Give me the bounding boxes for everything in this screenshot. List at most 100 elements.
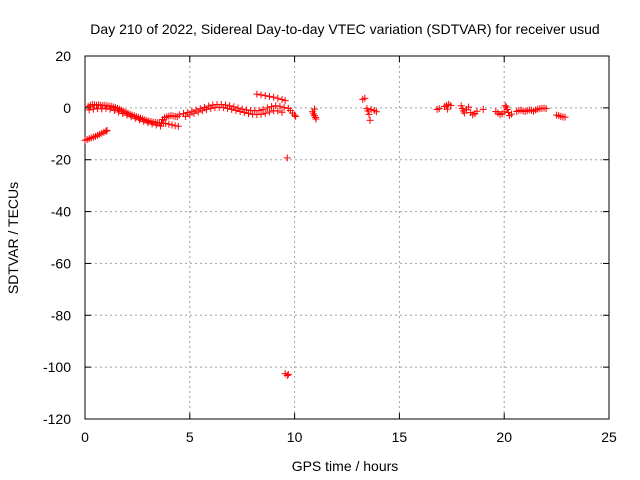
data-point bbox=[292, 112, 300, 120]
data-point bbox=[280, 104, 288, 112]
grid bbox=[85, 56, 609, 419]
y-tick-label: 20 bbox=[55, 48, 71, 64]
data-point bbox=[263, 104, 271, 112]
y-tick-label: -60 bbox=[51, 255, 71, 271]
axis-ticks: 0 5 10 15 20 25 20 0 -20 -40 -60 -80 -100 -120 bbox=[43, 48, 617, 445]
y-tick-label: -100 bbox=[43, 359, 71, 375]
data-point bbox=[283, 371, 291, 379]
data-point bbox=[175, 111, 183, 119]
data-point bbox=[119, 110, 127, 118]
data-point bbox=[261, 92, 269, 100]
data-point bbox=[85, 106, 93, 114]
x-tick-label: 0 bbox=[81, 429, 89, 445]
data-point bbox=[281, 97, 289, 105]
data-point bbox=[367, 105, 375, 113]
data-point bbox=[311, 105, 319, 113]
data-point bbox=[283, 154, 291, 162]
data-point bbox=[253, 90, 261, 98]
data-point bbox=[508, 110, 516, 118]
data-point bbox=[284, 370, 292, 378]
data-point bbox=[312, 115, 320, 123]
data-point bbox=[110, 106, 118, 114]
data-point bbox=[144, 119, 152, 127]
data-point bbox=[366, 116, 374, 124]
data-point bbox=[131, 114, 139, 122]
data-point bbox=[127, 113, 135, 121]
data-point bbox=[165, 120, 173, 128]
data-point bbox=[272, 102, 280, 110]
data-point bbox=[561, 113, 569, 121]
y-tick-label: -20 bbox=[51, 152, 71, 168]
data-point bbox=[244, 110, 252, 118]
data-point bbox=[268, 103, 276, 111]
data-point bbox=[171, 122, 179, 130]
data-point bbox=[291, 111, 299, 119]
data-point bbox=[115, 108, 123, 116]
data-point bbox=[278, 108, 286, 116]
data-point bbox=[274, 94, 282, 102]
data-point bbox=[89, 105, 97, 113]
data-point bbox=[444, 105, 452, 113]
data-point bbox=[103, 126, 111, 134]
data-point bbox=[311, 112, 319, 120]
data-point bbox=[309, 110, 317, 118]
data-point bbox=[168, 121, 176, 129]
data-point bbox=[140, 117, 148, 125]
data-point bbox=[152, 121, 160, 129]
data-point bbox=[473, 107, 481, 115]
chart-title: Day 210 of 2022, Sidereal Day-to-day VTE… bbox=[90, 21, 599, 37]
data-point bbox=[435, 105, 443, 113]
data-point bbox=[265, 108, 273, 116]
data-points bbox=[81, 90, 569, 379]
data-point bbox=[219, 104, 227, 112]
data-point bbox=[265, 92, 273, 100]
data-point bbox=[135, 116, 143, 124]
x-tick-label: 10 bbox=[287, 429, 303, 445]
data-point bbox=[190, 109, 198, 117]
data-point bbox=[148, 120, 156, 128]
data-point bbox=[261, 109, 269, 117]
data-point bbox=[257, 91, 265, 99]
data-point bbox=[106, 105, 114, 113]
y-axis-label: SDTVAR / TECUs bbox=[5, 182, 21, 294]
plot-frame bbox=[84, 55, 610, 420]
data-point bbox=[504, 109, 512, 117]
data-point bbox=[240, 109, 248, 117]
data-point bbox=[257, 110, 265, 118]
data-point bbox=[255, 106, 263, 114]
data-point bbox=[182, 112, 190, 120]
data-point bbox=[232, 106, 240, 114]
data-point bbox=[278, 96, 286, 104]
x-tick-label: 5 bbox=[186, 429, 194, 445]
data-point bbox=[365, 110, 373, 118]
data-point bbox=[194, 108, 202, 116]
x-tick-label: 15 bbox=[392, 429, 408, 445]
data-point bbox=[174, 122, 182, 130]
data-point bbox=[457, 102, 465, 110]
x-tick-label: 25 bbox=[601, 429, 617, 445]
y-tick-label: -40 bbox=[51, 204, 71, 220]
data-point bbox=[270, 93, 278, 101]
y-tick-label: 0 bbox=[63, 100, 71, 116]
data-point bbox=[102, 104, 110, 112]
data-point bbox=[224, 104, 232, 112]
data-point bbox=[465, 103, 473, 111]
data-point bbox=[361, 94, 369, 102]
data-point bbox=[479, 105, 487, 113]
data-point bbox=[207, 104, 215, 112]
y-tick-label: -120 bbox=[43, 411, 71, 427]
x-tick-label: 20 bbox=[496, 429, 512, 445]
data-point bbox=[501, 102, 509, 110]
data-point bbox=[162, 119, 170, 127]
data-point bbox=[542, 105, 550, 113]
data-point bbox=[447, 102, 455, 110]
data-point bbox=[276, 102, 284, 110]
data-point bbox=[503, 105, 511, 113]
data-point bbox=[236, 107, 244, 115]
data-point bbox=[186, 111, 194, 119]
data-point bbox=[98, 105, 106, 113]
x-axis-label: GPS time / hours bbox=[292, 458, 399, 474]
data-point bbox=[259, 105, 267, 113]
data-point bbox=[364, 107, 372, 115]
